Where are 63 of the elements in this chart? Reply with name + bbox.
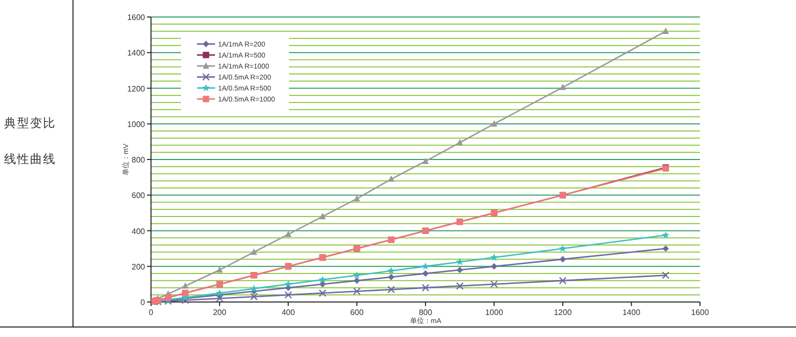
point [284,291,292,299]
x-tick-label: 800 [418,308,433,317]
point [560,84,566,90]
point [662,271,670,280]
point [490,120,498,127]
point [216,289,224,296]
point [387,266,395,274]
point [422,158,429,164]
point [250,292,258,300]
point [354,277,360,284]
point [216,294,224,302]
y-tick-label: 1000 [127,120,146,129]
point [662,245,669,252]
y-tick-label: 800 [132,156,146,164]
point [387,286,395,294]
point [422,284,430,292]
y-tick-label: 1400 [127,48,146,58]
point [490,253,498,261]
y-tick-label: 1200 [127,84,146,94]
point [284,280,292,288]
point [318,289,326,297]
point [490,263,498,270]
x-tick-label: 600 [350,308,364,317]
point [250,248,258,255]
y-tick-label: 400 [132,226,146,236]
point [216,266,223,273]
point [319,212,326,220]
point [456,282,464,290]
point [422,262,430,270]
point [285,230,292,238]
point [558,276,567,284]
point [558,244,567,252]
x-tick-label: 1600 [691,308,710,317]
point [456,266,464,274]
point [388,274,394,280]
point [354,194,360,202]
x-tick-label: 1400 [622,308,641,317]
x-tick-label: 1000 [485,308,504,317]
point [490,280,498,288]
y-tick-label: 1600 [127,13,146,22]
point [456,138,464,146]
point [456,258,464,266]
point [662,231,670,238]
point [318,276,326,283]
point [182,296,190,304]
y-tick-label: 0 [140,298,146,307]
text: 典型变比 [4,116,56,130]
x-tick-label: 400 [282,308,296,317]
y-tick-label: 600 [132,191,146,200]
point [182,282,189,289]
text: 线性曲线 [4,152,56,166]
point [422,270,429,277]
point [560,256,566,262]
point [250,284,258,292]
point [662,28,669,34]
x-tick-label: 0 [148,308,154,317]
y-tick-label: 200 [132,262,146,272]
point [319,280,326,288]
point [388,175,394,182]
point [353,271,361,279]
x-tick-label: 200 [212,308,227,317]
x-tick-label: 1200 [554,308,572,317]
point [353,288,361,296]
